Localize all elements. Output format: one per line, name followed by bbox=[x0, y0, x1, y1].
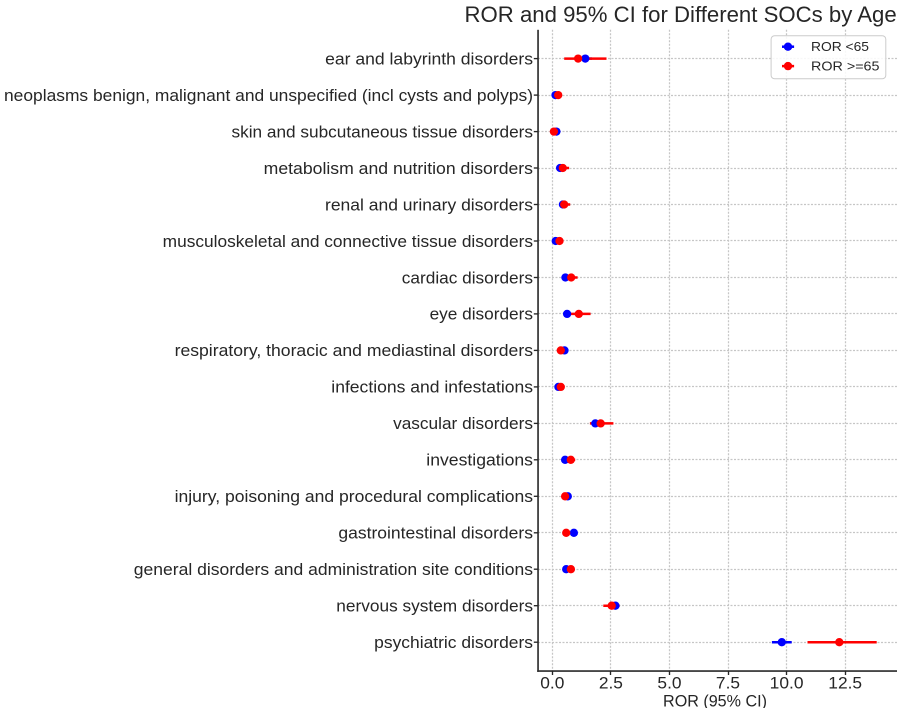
svg-text:psychiatric disorders: psychiatric disorders bbox=[374, 633, 533, 652]
svg-text:infections and infestations: infections and infestations bbox=[331, 378, 533, 397]
svg-text:ROR >=65: ROR >=65 bbox=[811, 59, 880, 74]
svg-text:5.0: 5.0 bbox=[657, 673, 681, 692]
svg-text:injury, poisoning and procedur: injury, poisoning and procedural complic… bbox=[175, 487, 533, 506]
svg-text:general disorders and administ: general disorders and administration sit… bbox=[134, 560, 533, 579]
svg-text:nervous system disorders: nervous system disorders bbox=[336, 597, 533, 616]
svg-text:vascular disorders: vascular disorders bbox=[393, 414, 533, 433]
svg-text:7.5: 7.5 bbox=[716, 673, 740, 692]
svg-text:investigations: investigations bbox=[426, 451, 533, 470]
svg-text:ROR (95% CI): ROR (95% CI) bbox=[663, 691, 767, 708]
svg-text:12.5: 12.5 bbox=[828, 673, 862, 692]
svg-text:ROR <65: ROR <65 bbox=[811, 39, 869, 54]
svg-text:neoplasms benign, malignant an: neoplasms benign, malignant and unspecif… bbox=[4, 86, 533, 105]
svg-text:0.0: 0.0 bbox=[540, 673, 564, 692]
svg-text:respiratory, thoracic and medi: respiratory, thoracic and mediastinal di… bbox=[175, 341, 533, 360]
svg-text:gastrointestinal disorders: gastrointestinal disorders bbox=[338, 524, 533, 543]
svg-text:ear and labyrinth disorders: ear and labyrinth disorders bbox=[325, 49, 533, 68]
svg-text:cardiac disorders: cardiac disorders bbox=[402, 268, 533, 287]
svg-text:renal and urinary disorders: renal and urinary disorders bbox=[325, 195, 533, 214]
svg-text:metabolism and nutrition disor: metabolism and nutrition disorders bbox=[264, 159, 533, 178]
svg-text:skin and subcutaneous tissue d: skin and subcutaneous tissue disorders bbox=[232, 122, 534, 141]
svg-text:eye disorders: eye disorders bbox=[430, 305, 533, 324]
svg-text:2.5: 2.5 bbox=[599, 673, 623, 692]
svg-text:10.0: 10.0 bbox=[770, 673, 804, 692]
svg-text:ROR and 95% CI for Different S: ROR and 95% CI for Different SOCs by Age… bbox=[465, 2, 897, 27]
svg-text:musculoskeletal and connective: musculoskeletal and connective tissue di… bbox=[163, 232, 533, 251]
